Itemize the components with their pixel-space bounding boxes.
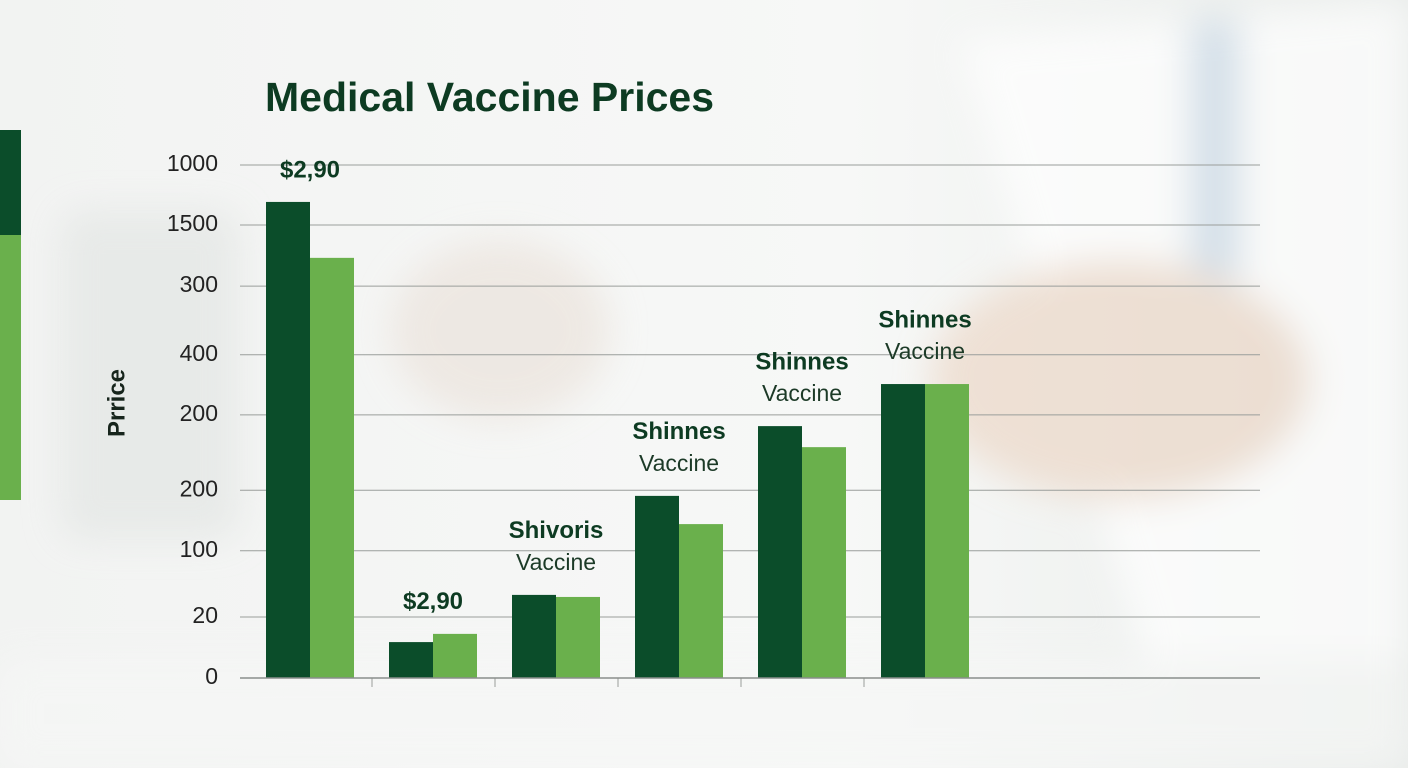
bar-annotation: Shinnes bbox=[755, 348, 848, 375]
y-tick-label: 20 bbox=[192, 602, 218, 628]
bar bbox=[635, 495, 679, 678]
bar bbox=[925, 384, 969, 678]
bar-annotation: Shivoris bbox=[509, 517, 604, 544]
chart-title: Medical Vaccine Prices bbox=[265, 74, 714, 120]
bar-annotation: $2,90 bbox=[403, 588, 463, 615]
bar bbox=[679, 524, 723, 678]
bar bbox=[433, 633, 477, 678]
bar-annotation: Shinnes bbox=[632, 418, 725, 445]
bar-annotation: $2,90 bbox=[280, 156, 340, 183]
bar-annotation: Vaccine bbox=[516, 549, 596, 575]
bar bbox=[310, 257, 354, 678]
side-decoration bbox=[0, 235, 21, 500]
y-tick-label: 200 bbox=[180, 475, 218, 501]
bar bbox=[758, 426, 802, 678]
bar bbox=[556, 596, 600, 678]
bar bbox=[389, 642, 433, 678]
bar bbox=[266, 201, 310, 678]
y-axis-label: Prrice bbox=[103, 369, 130, 437]
y-tick-label: 400 bbox=[180, 340, 218, 366]
bar-annotation: Vaccine bbox=[885, 338, 965, 364]
side-decoration bbox=[0, 130, 21, 235]
bar bbox=[512, 594, 556, 678]
bar bbox=[802, 447, 846, 678]
y-tick-label: 1500 bbox=[167, 210, 218, 236]
y-tick-label: 300 bbox=[180, 271, 218, 297]
bar-annotation: Vaccine bbox=[762, 380, 842, 406]
y-tick-label: 100 bbox=[180, 536, 218, 562]
bar-annotation: Shinnes bbox=[878, 306, 971, 333]
y-tick-label: 1000 bbox=[167, 150, 218, 176]
y-tick-label: 200 bbox=[180, 400, 218, 426]
bar-annotation: Vaccine bbox=[639, 450, 719, 476]
y-tick-label: 0 bbox=[205, 663, 218, 689]
bar bbox=[881, 384, 925, 678]
